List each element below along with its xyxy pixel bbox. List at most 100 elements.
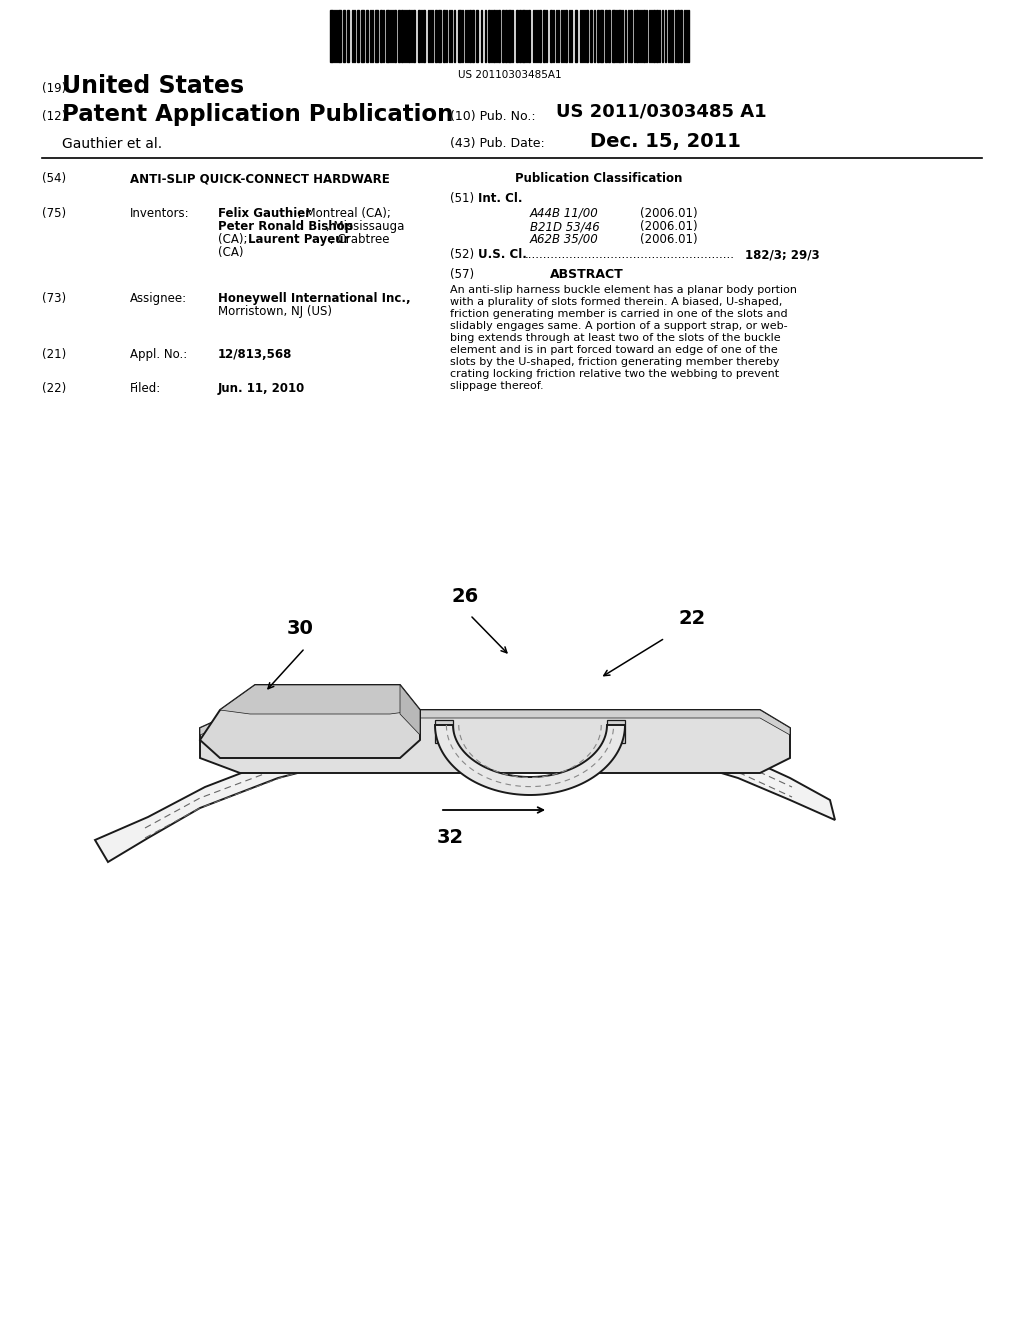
Bar (338, 11, 341, 62)
Bar (458, 11, 461, 62)
Text: Gauthier et al.: Gauthier et al. (62, 137, 162, 150)
Bar (401, 11, 403, 62)
Text: (22): (22) (42, 381, 67, 395)
Bar (597, 11, 599, 62)
Bar (677, 11, 679, 62)
Text: Jun. 11, 2010: Jun. 11, 2010 (218, 381, 305, 395)
Bar (565, 11, 567, 62)
Text: ........................................................: ........................................… (525, 248, 735, 261)
Polygon shape (200, 685, 420, 758)
Text: (21): (21) (42, 348, 67, 360)
Polygon shape (435, 719, 453, 743)
Polygon shape (200, 710, 790, 735)
Text: Assignee:: Assignee: (130, 292, 187, 305)
Bar (476, 11, 478, 62)
Bar (656, 11, 658, 62)
Bar (435, 11, 437, 62)
Text: (CA);: (CA); (218, 234, 251, 246)
Bar (590, 11, 592, 62)
Text: 182/3; 29/3: 182/3; 29/3 (745, 248, 819, 261)
Text: with a plurality of slots formed therein. A biased, U-shaped,: with a plurality of slots formed therein… (450, 297, 782, 308)
Text: Int. Cl.: Int. Cl. (478, 191, 522, 205)
Text: ABSTRACT: ABSTRACT (550, 268, 624, 281)
Bar (488, 11, 490, 62)
Bar (539, 11, 541, 62)
Bar (505, 11, 507, 62)
Text: (75): (75) (42, 207, 67, 220)
Text: US 2011/0303485 A1: US 2011/0303485 A1 (556, 103, 767, 121)
Bar (600, 11, 603, 62)
Text: B21D 53/46: B21D 53/46 (530, 220, 600, 234)
Text: A62B 35/00: A62B 35/00 (530, 234, 599, 246)
Text: ANTI-SLIP QUICK-CONNECT HARDWARE: ANTI-SLIP QUICK-CONNECT HARDWARE (130, 172, 390, 185)
Text: Dec. 15, 2011: Dec. 15, 2011 (590, 132, 741, 150)
Text: slidably engages same. A portion of a support strap, or web-: slidably engages same. A portion of a su… (450, 321, 787, 331)
Text: Patent Application Publication: Patent Application Publication (62, 103, 454, 125)
Text: 30: 30 (287, 619, 313, 638)
Bar (443, 11, 445, 62)
Text: (2006.01): (2006.01) (640, 234, 697, 246)
Bar (493, 11, 495, 62)
Text: 26: 26 (452, 587, 478, 606)
Bar (630, 11, 632, 62)
Text: U.S. Cl.: U.S. Cl. (478, 248, 527, 261)
Text: (12): (12) (42, 110, 67, 123)
Bar (375, 11, 378, 62)
Bar (612, 11, 615, 62)
Bar (408, 11, 410, 62)
Bar (361, 11, 364, 62)
Text: United States: United States (62, 74, 244, 98)
Text: 32: 32 (436, 828, 464, 847)
Polygon shape (200, 710, 790, 774)
Text: 12/813,568: 12/813,568 (218, 348, 293, 360)
Bar (508, 11, 511, 62)
Text: 22: 22 (678, 609, 706, 628)
Text: element and is in part forced toward an edge of one of the: element and is in part forced toward an … (450, 345, 778, 355)
Bar (347, 11, 349, 62)
Text: bing extends through at least two of the slots of the buckle: bing extends through at least two of the… (450, 333, 780, 343)
Bar (516, 11, 518, 62)
Bar (386, 11, 389, 62)
Bar (413, 11, 415, 62)
Text: (2006.01): (2006.01) (640, 207, 697, 220)
Text: , Crabtree: , Crabtree (330, 234, 389, 246)
Bar (398, 11, 400, 62)
Bar (519, 11, 521, 62)
Text: Appl. No.:: Appl. No.: (130, 348, 187, 360)
Bar (522, 11, 525, 62)
Bar (528, 11, 530, 62)
Bar (502, 11, 504, 62)
Bar (394, 11, 396, 62)
Bar (469, 11, 471, 62)
Bar (366, 11, 368, 62)
Text: (CA): (CA) (218, 246, 244, 259)
Text: US 20110303485A1: US 20110303485A1 (458, 70, 562, 81)
Bar (618, 11, 621, 62)
Bar (605, 11, 607, 62)
Text: , Mississauga: , Mississauga (326, 220, 404, 234)
Bar (550, 11, 552, 62)
Polygon shape (95, 725, 408, 862)
Bar (498, 11, 500, 62)
Text: (51): (51) (450, 191, 474, 205)
Bar (423, 11, 425, 62)
Text: slots by the U-shaped, friction generating member thereby: slots by the U-shaped, friction generati… (450, 356, 779, 367)
Text: Morristown, NJ (US): Morristown, NJ (US) (218, 305, 332, 318)
Text: Peter Ronald Bishop: Peter Ronald Bishop (218, 220, 353, 234)
Text: (73): (73) (42, 292, 67, 305)
Bar (653, 11, 655, 62)
Text: friction generating member is carried in one of the slots and: friction generating member is carried in… (450, 309, 787, 319)
Bar (357, 11, 359, 62)
Text: , Montreal (CA);: , Montreal (CA); (298, 207, 391, 220)
Polygon shape (570, 725, 835, 820)
Bar (636, 11, 638, 62)
Text: Filed:: Filed: (130, 381, 161, 395)
Bar (680, 11, 682, 62)
Text: A44B 11/00: A44B 11/00 (530, 207, 599, 220)
Polygon shape (220, 685, 420, 714)
Text: Honeywell International Inc.,: Honeywell International Inc., (218, 292, 411, 305)
Text: Laurent Payeur: Laurent Payeur (248, 234, 349, 246)
Bar (586, 11, 588, 62)
Text: Publication Classification: Publication Classification (515, 172, 682, 185)
Text: crating locking friction relative two the webbing to prevent: crating locking friction relative two th… (450, 370, 779, 379)
